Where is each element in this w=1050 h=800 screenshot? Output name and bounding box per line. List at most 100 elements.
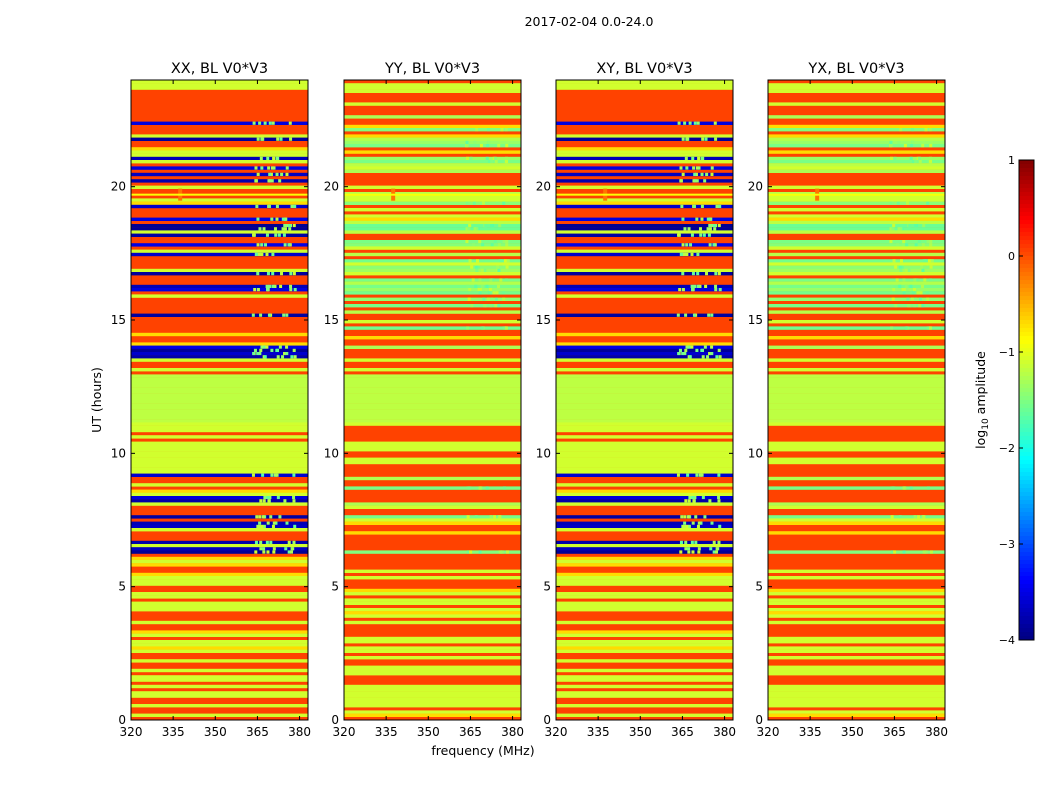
colorbar-segment: [1019, 508, 1034, 513]
rfi-speckle: [260, 524, 264, 528]
rfi-speckle: [928, 156, 932, 160]
rfi-speckle: [892, 224, 896, 228]
rfi-speckle: [898, 515, 902, 519]
rfi-speckle: [254, 179, 258, 183]
colorbar-segment: [1019, 544, 1034, 549]
rfi-speckle: [683, 227, 687, 231]
rfi-speckle: [900, 265, 904, 269]
heatmap-row: [344, 259, 521, 263]
heatmap-row: [131, 272, 308, 276]
x-tick-label: 380: [501, 725, 524, 739]
heatmap-row: [768, 697, 945, 701]
rfi-speckle: [697, 166, 701, 170]
rfi-speckle: [487, 140, 491, 144]
heatmap-row: [556, 80, 733, 84]
rfi-speckle: [905, 243, 909, 247]
rfi-speckle: [292, 496, 296, 500]
rfi-speckle: [291, 547, 295, 551]
rfi-speckle: [287, 540, 291, 544]
heatmap-row: [131, 499, 308, 503]
heatmap-row: [131, 428, 308, 433]
rfi-speckle: [904, 326, 908, 330]
rfi-speckle: [710, 172, 714, 176]
heatmap-row: [344, 169, 521, 173]
colorbar-segment: [1019, 208, 1034, 213]
rfi-speckle: [272, 156, 276, 160]
rfi-speckle: [706, 227, 710, 231]
rfi-speckle: [891, 227, 895, 231]
rfi-speckle: [504, 128, 508, 132]
rfi-speckle: [681, 352, 685, 356]
x-tick-label: 350: [841, 725, 864, 739]
y-tick-label: 15: [536, 313, 551, 327]
heatmap-row: [131, 137, 308, 141]
heatmap-row: [556, 387, 733, 391]
rfi-speckle: [891, 297, 895, 301]
colorbar-segment: [1019, 212, 1034, 217]
rfi-speckle: [504, 278, 508, 282]
heatmap-row: [556, 524, 733, 529]
rfi-speckle: [697, 521, 701, 525]
heatmap-row: [768, 144, 945, 148]
heatmap-row: [768, 576, 945, 580]
rfi-speckle: [264, 243, 268, 247]
colorbar-segment: [1019, 556, 1034, 561]
rfi-speckle: [479, 144, 483, 148]
heatmap-row: [768, 598, 945, 602]
heatmap-row: [131, 332, 308, 337]
heatmap-row: [344, 297, 521, 301]
heatmap-row: [344, 393, 521, 397]
heatmap-row: [768, 444, 945, 449]
y-tick-label: 10: [324, 446, 339, 460]
rfi-speckle: [902, 550, 906, 554]
rfi-speckle: [682, 252, 686, 256]
heatmap-row: [344, 220, 521, 225]
rfi-speckle: [909, 284, 913, 288]
heatmap-row: [556, 153, 733, 157]
panel-title: XY, BL V0*V3: [596, 61, 692, 77]
rfi-speckle: [281, 227, 285, 231]
heatmap-row: [556, 646, 733, 650]
rfi-speckle: [910, 144, 914, 148]
rfi-speckle: [502, 201, 506, 205]
y-tick-label: 5: [118, 580, 126, 594]
rfi-speckle: [687, 499, 691, 503]
colorbar-segment: [1019, 176, 1034, 181]
rfi-speckle: [259, 547, 263, 551]
x-tick-label: 335: [799, 725, 822, 739]
rfi-speckle: [902, 288, 906, 292]
heatmap-row: [344, 368, 521, 372]
rfi-speckle: [679, 252, 683, 256]
heatmap-row: [768, 166, 945, 170]
heatmap-row: [344, 457, 521, 461]
colorbar-segment: [1019, 204, 1034, 209]
heatmap-row: [768, 86, 945, 90]
rfi-speckle: [474, 284, 478, 288]
heatmap-row: [556, 345, 733, 349]
rfi-speckle: [292, 499, 296, 503]
rfi-speckle: [700, 172, 704, 176]
heatmap-row: [131, 579, 308, 583]
heatmap-row: [344, 684, 521, 689]
heatmap-row: [768, 128, 945, 132]
rfi-speckle: [891, 201, 895, 205]
rfi-speckle: [483, 304, 487, 308]
heatmap-row: [556, 288, 733, 292]
rfi-speckle: [715, 204, 719, 208]
heatmap-row: [768, 304, 945, 308]
heatmap-row: [768, 550, 945, 554]
heatmap-row: [344, 390, 521, 394]
rfi-speckle: [271, 121, 275, 125]
rfi-speckle: [921, 243, 925, 247]
colorbar-segment: [1019, 336, 1034, 341]
rfi-speckle: [712, 243, 716, 247]
rfi-speckle: [478, 291, 482, 295]
rfi-speckle: [691, 288, 695, 292]
rfi-speckle: [913, 304, 917, 308]
heatmap-row: [768, 601, 945, 605]
rfi-speckle: [713, 121, 717, 125]
colorbar-segment: [1019, 352, 1034, 357]
heatmap-row: [344, 505, 521, 509]
heatmap-row: [768, 505, 945, 509]
heatmap-row: [768, 198, 945, 202]
